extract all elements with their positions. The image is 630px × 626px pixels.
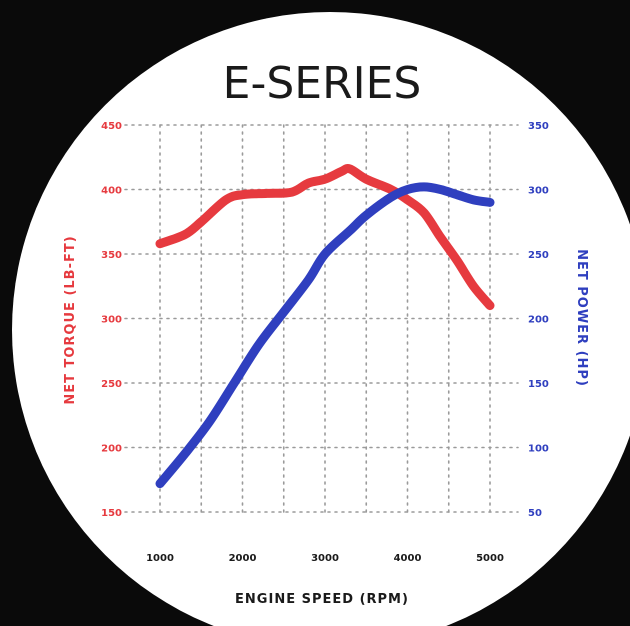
right-y-tick-label: 300 — [528, 186, 549, 197]
torque-series-line — [155, 163, 495, 311]
x-axis-label: ENGINE SPEED (RPM) — [235, 592, 409, 607]
right-y-axis-label: NET POWER (HP) — [574, 249, 589, 387]
left-y-axis-label: NET TORQUE (LB-FT) — [63, 235, 78, 404]
left-y-tick-label: 450 — [101, 121, 122, 132]
power-series-line — [155, 182, 495, 489]
x-tick-label: 4000 — [394, 553, 422, 564]
left-y-tick-label: 150 — [101, 508, 122, 519]
right-y-tick-label: 100 — [528, 444, 549, 455]
right-y-tick-label: 50 — [528, 508, 542, 519]
x-tick-label: 2000 — [229, 553, 257, 564]
left-y-tick-label: 250 — [101, 379, 122, 390]
left-y-tick-label: 300 — [101, 315, 122, 326]
right-y-tick-label: 200 — [528, 315, 549, 326]
chart-title: E-SERIES — [223, 58, 422, 109]
right-y-tick-label: 350 — [528, 121, 549, 132]
x-tick-label: 5000 — [476, 553, 504, 564]
x-tick-label: 3000 — [311, 553, 339, 564]
left-y-tick-label: 200 — [101, 444, 122, 455]
chart-series — [155, 163, 495, 489]
right-y-tick-label: 250 — [528, 250, 549, 261]
left-y-tick-label: 350 — [101, 250, 122, 261]
chart-ticks: 1000 2000 3000 4000 5000 450 400 350 300 250 200 15… — [101, 121, 549, 564]
left-y-tick-label: 400 — [101, 186, 122, 197]
x-tick-label: 1000 — [146, 553, 174, 564]
right-y-tick-label: 150 — [528, 379, 549, 390]
